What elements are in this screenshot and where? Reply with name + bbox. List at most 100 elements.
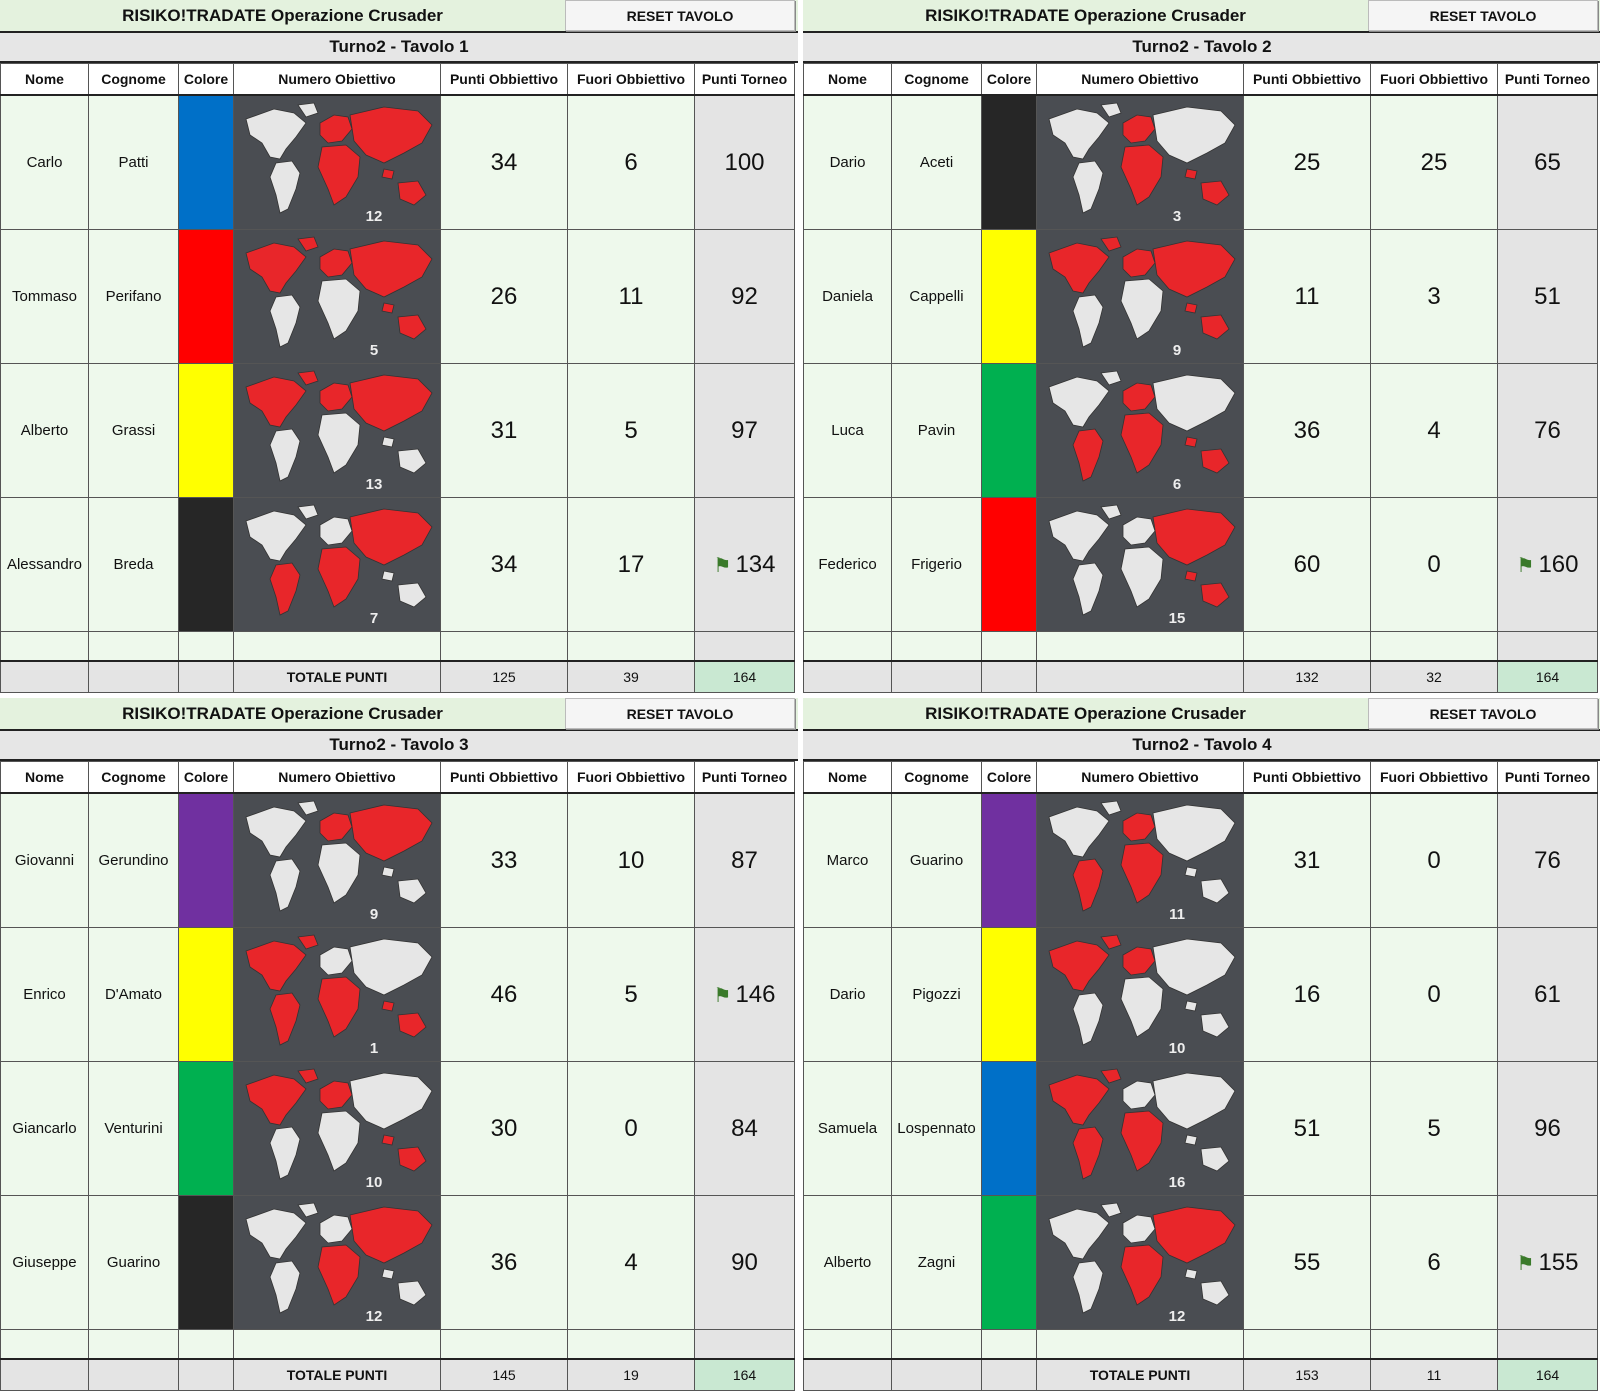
punti-obiettivo-value[interactable]: 11 — [1243, 229, 1371, 364]
fuori-obiettivo-value[interactable]: 6 — [567, 94, 695, 230]
punti-obiettivo-value[interactable]: 25 — [1243, 94, 1371, 230]
punti-obiettivo-value[interactable]: 31 — [440, 363, 568, 498]
player-nome[interactable]: Alberto — [0, 363, 89, 498]
fuori-obiettivo-value[interactable]: 10 — [567, 792, 695, 928]
fuori-obiettivo-value[interactable]: 4 — [567, 1195, 695, 1330]
objective-map[interactable]: 1 — [233, 927, 441, 1062]
punti-obiettivo-value[interactable]: 34 — [440, 497, 568, 632]
punti-obiettivo-value[interactable]: 34 — [440, 94, 568, 230]
player-color-swatch[interactable] — [981, 927, 1037, 1062]
fuori-obiettivo-value[interactable]: 6 — [1370, 1195, 1498, 1330]
player-color-swatch[interactable] — [981, 1061, 1037, 1196]
player-nome[interactable]: Alessandro — [0, 497, 89, 632]
player-nome[interactable]: Luca — [803, 363, 892, 498]
objective-map[interactable]: 16 — [1036, 1061, 1244, 1196]
player-cognome[interactable]: Breda — [88, 497, 179, 632]
player-cognome[interactable]: Cappelli — [891, 229, 982, 364]
fuori-obiettivo-value[interactable]: 5 — [567, 927, 695, 1062]
fuori-obiettivo-value[interactable]: 0 — [1370, 497, 1498, 632]
player-color-swatch[interactable] — [178, 1195, 234, 1330]
objective-map[interactable]: 3 — [1036, 94, 1244, 230]
fuori-obiettivo-value[interactable]: 0 — [567, 1061, 695, 1196]
player-color-swatch[interactable] — [178, 229, 234, 364]
reset-table-button[interactable]: RESET TAVOLO — [565, 0, 795, 31]
player-color-swatch[interactable] — [981, 94, 1037, 230]
player-color-swatch[interactable] — [178, 363, 234, 498]
fuori-obiettivo-value[interactable]: 17 — [567, 497, 695, 632]
player-nome[interactable]: Daniela — [803, 229, 892, 364]
player-cognome[interactable]: Aceti — [891, 94, 982, 230]
player-nome[interactable]: Carlo — [0, 94, 89, 230]
fuori-obiettivo-value[interactable]: 25 — [1370, 94, 1498, 230]
fuori-obiettivo-value[interactable]: 11 — [567, 229, 695, 364]
fuori-obiettivo-value[interactable]: 3 — [1370, 229, 1498, 364]
fuori-obiettivo-value[interactable]: 5 — [567, 363, 695, 498]
punti-obiettivo-value[interactable]: 30 — [440, 1061, 568, 1196]
player-color-swatch[interactable] — [178, 94, 234, 230]
player-color-swatch[interactable] — [981, 497, 1037, 632]
player-cognome[interactable]: Grassi — [88, 363, 179, 498]
fuori-obiettivo-value[interactable]: 4 — [1370, 363, 1498, 498]
punti-obiettivo-value[interactable]: 31 — [1243, 792, 1371, 928]
punti-obiettivo-value[interactable]: 36 — [1243, 363, 1371, 498]
player-nome[interactable]: Giuseppe — [0, 1195, 89, 1330]
reset-table-button[interactable]: RESET TAVOLO — [1368, 0, 1598, 31]
objective-map[interactable]: 7 — [233, 497, 441, 632]
player-cognome[interactable]: Venturini — [88, 1061, 179, 1196]
player-nome[interactable]: Enrico — [0, 927, 89, 1062]
player-color-swatch[interactable] — [178, 792, 234, 928]
reset-table-button[interactable]: RESET TAVOLO — [1368, 698, 1598, 729]
punti-obiettivo-value[interactable]: 60 — [1243, 497, 1371, 632]
player-color-swatch[interactable] — [981, 229, 1037, 364]
objective-map[interactable]: 10 — [233, 1061, 441, 1196]
objective-map[interactable]: 15 — [1036, 497, 1244, 632]
objective-map[interactable]: 12 — [1036, 1195, 1244, 1330]
player-cognome[interactable]: Perifano — [88, 229, 179, 364]
punti-obiettivo-value[interactable]: 33 — [440, 792, 568, 928]
player-cognome[interactable]: Lospennato — [891, 1061, 982, 1196]
objective-map[interactable]: 12 — [233, 94, 441, 230]
player-cognome[interactable]: Zagni — [891, 1195, 982, 1330]
player-nome[interactable]: Giovanni — [0, 792, 89, 928]
player-nome[interactable]: Samuela — [803, 1061, 892, 1196]
player-nome[interactable]: Alberto — [803, 1195, 892, 1330]
player-color-swatch[interactable] — [981, 1195, 1037, 1330]
objective-map[interactable]: 6 — [1036, 363, 1244, 498]
punti-obiettivo-value[interactable]: 26 — [440, 229, 568, 364]
player-nome[interactable]: Dario — [803, 94, 892, 230]
objective-map[interactable]: 9 — [233, 792, 441, 928]
player-nome[interactable]: Dario — [803, 927, 892, 1062]
player-cognome[interactable]: Gerundino — [88, 792, 179, 928]
punti-obiettivo-value[interactable]: 51 — [1243, 1061, 1371, 1196]
fuori-obiettivo-value[interactable]: 0 — [1370, 927, 1498, 1062]
player-nome[interactable]: Tommaso — [0, 229, 89, 364]
player-color-swatch[interactable] — [178, 497, 234, 632]
player-nome[interactable]: Giancarlo — [0, 1061, 89, 1196]
player-color-swatch[interactable] — [981, 363, 1037, 498]
objective-map[interactable]: 13 — [233, 363, 441, 498]
punti-obiettivo-value[interactable]: 16 — [1243, 927, 1371, 1062]
player-cognome[interactable]: Guarino — [891, 792, 982, 928]
player-cognome[interactable]: Guarino — [88, 1195, 179, 1330]
objective-map[interactable]: 11 — [1036, 792, 1244, 928]
punti-obiettivo-value[interactable]: 36 — [440, 1195, 568, 1330]
player-color-swatch[interactable] — [178, 927, 234, 1062]
player-cognome[interactable]: Pavin — [891, 363, 982, 498]
punti-obiettivo-value[interactable]: 46 — [440, 927, 568, 1062]
player-nome[interactable]: Marco — [803, 792, 892, 928]
player-color-swatch[interactable] — [178, 1061, 234, 1196]
player-cognome[interactable]: Pigozzi — [891, 927, 982, 1062]
fuori-obiettivo-value[interactable]: 0 — [1370, 792, 1498, 928]
objective-map[interactable]: 9 — [1036, 229, 1244, 364]
fuori-obiettivo-value[interactable]: 5 — [1370, 1061, 1498, 1196]
punti-obiettivo-value[interactable]: 55 — [1243, 1195, 1371, 1330]
objective-map[interactable]: 12 — [233, 1195, 441, 1330]
objective-map[interactable]: 10 — [1036, 927, 1244, 1062]
player-cognome[interactable]: Frigerio — [891, 497, 982, 632]
player-cognome[interactable]: D'Amato — [88, 927, 179, 1062]
objective-map[interactable]: 5 — [233, 229, 441, 364]
player-nome[interactable]: Federico — [803, 497, 892, 632]
player-color-swatch[interactable] — [981, 792, 1037, 928]
reset-table-button[interactable]: RESET TAVOLO — [565, 698, 795, 729]
player-cognome[interactable]: Patti — [88, 94, 179, 230]
